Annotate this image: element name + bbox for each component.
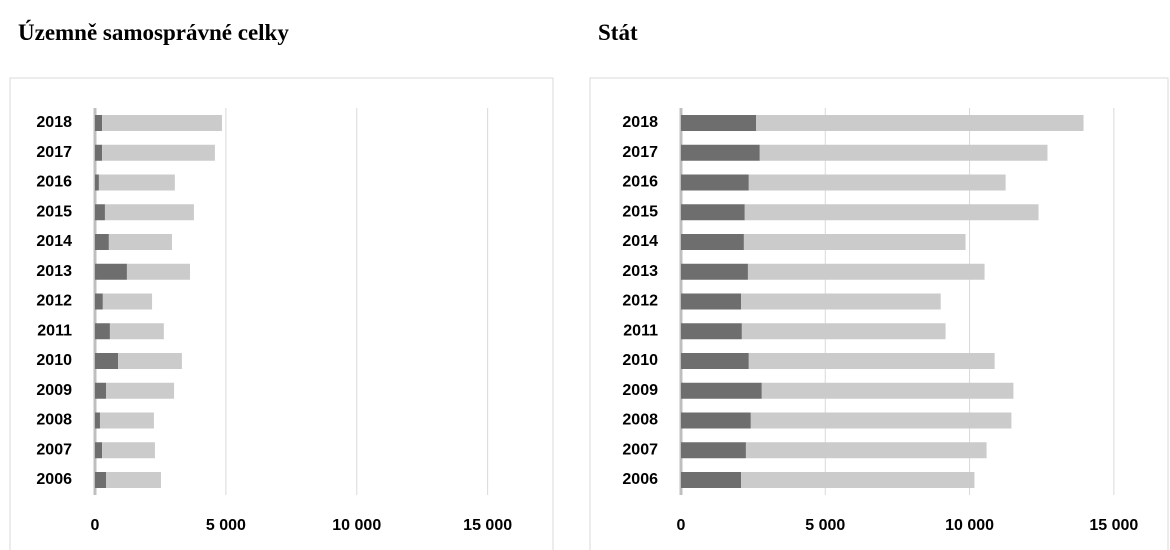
bar-segment [95, 353, 119, 369]
y-tick-label: 2009 [622, 382, 658, 399]
y-tick-label: 2010 [622, 352, 658, 369]
bar-segment [95, 323, 110, 340]
bar-segment [681, 293, 742, 310]
x-tick-label: 5 000 [206, 517, 246, 534]
y-tick-label: 2014 [622, 233, 658, 250]
bar-segment [95, 174, 99, 191]
bar-segment [681, 412, 751, 429]
bar-segment [104, 204, 194, 221]
bar-segment [126, 263, 191, 280]
bar-segment [109, 323, 164, 340]
bar-segment [745, 442, 987, 459]
x-tick-label: 15 000 [1089, 517, 1138, 534]
bar-segment [95, 472, 106, 488]
y-tick-label: 2013 [36, 263, 72, 280]
x-tick-label: 15 000 [463, 517, 512, 534]
bar-segment [95, 234, 109, 250]
y-tick-label: 2015 [622, 203, 658, 220]
bar-segment [95, 115, 103, 131]
y-tick-label: 2012 [622, 293, 658, 310]
y-tick-label: 2006 [36, 471, 72, 488]
bar-segment [681, 442, 746, 459]
x-tick-label: 0 [677, 517, 686, 534]
chart-frame [589, 77, 1169, 550]
y-tick-label: 2015 [36, 203, 72, 220]
y-tick-label: 2012 [36, 293, 72, 310]
y-tick-label: 2016 [36, 174, 72, 191]
bar-segment [681, 115, 757, 131]
bar-segment [748, 174, 1006, 191]
x-tick-label: 5 000 [805, 517, 845, 534]
bar-segment [743, 234, 966, 250]
bar-segment [681, 472, 742, 488]
bar-segment [102, 144, 215, 161]
bar-segment [681, 263, 748, 280]
bar-segment [759, 144, 1048, 161]
x-tick-label: 10 000 [332, 517, 381, 534]
y-tick-label: 2018 [622, 114, 658, 131]
bar-segment [99, 412, 154, 429]
bar-segment [95, 382, 106, 399]
bar-segment [108, 234, 172, 250]
y-tick-label: 2013 [622, 263, 658, 280]
y-tick-label: 2014 [36, 233, 72, 250]
y-tick-label: 2009 [36, 382, 72, 399]
chart-title: Stát [598, 20, 638, 45]
y-tick-label: 2017 [622, 144, 658, 161]
bar-segment [105, 472, 161, 488]
bar-segment [741, 472, 975, 488]
y-tick-label: 2010 [36, 352, 72, 369]
x-tick-label: 0 [91, 517, 100, 534]
bar-segment [750, 412, 1012, 429]
y-tick-label: 2016 [622, 174, 658, 191]
y-tick-label: 2007 [36, 441, 72, 458]
y-tick-label: 2017 [36, 144, 72, 161]
bar-segment [748, 353, 995, 369]
bar-segment [681, 174, 749, 191]
bar-segment [95, 412, 100, 429]
bar-segment [741, 293, 941, 310]
bar-segment [761, 382, 1014, 399]
bar-segment [681, 323, 742, 340]
y-tick-label: 2008 [622, 412, 658, 429]
bar-segment [95, 442, 103, 459]
bar-segment [95, 144, 103, 161]
bar-segment [681, 353, 749, 369]
bar-segment [105, 382, 175, 399]
y-tick-label: 2007 [622, 441, 658, 458]
bar-segment [95, 263, 127, 280]
x-tick-label: 10 000 [945, 517, 994, 534]
bar-segment [741, 323, 946, 340]
bar-segment [756, 115, 1084, 131]
y-tick-label: 2011 [623, 322, 658, 339]
y-tick-label: 2006 [622, 471, 658, 488]
chart-frame [9, 77, 554, 550]
bar-segment [95, 204, 105, 221]
bar-segment [681, 204, 745, 221]
chart-title: Územně samosprávné celky [18, 20, 289, 45]
bar-segment [744, 204, 1039, 221]
bar-segment [102, 293, 153, 310]
bar-segment [747, 263, 985, 280]
bar-segment [98, 174, 175, 191]
bar-segment [102, 442, 155, 459]
bar-segment [95, 293, 103, 310]
bar-segment [681, 382, 762, 399]
bar-segment [118, 353, 182, 369]
y-tick-label: 2018 [36, 114, 72, 131]
bar-segment [102, 115, 222, 131]
y-tick-label: 2008 [36, 412, 72, 429]
bar-segment [681, 234, 744, 250]
bar-segment [681, 144, 760, 161]
y-tick-label: 2011 [37, 322, 72, 339]
